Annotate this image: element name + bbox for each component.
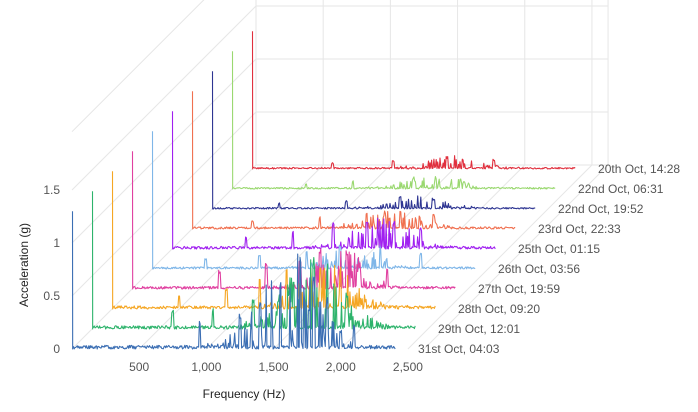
gridline-vertical: [423, 0, 609, 350]
gridline-horizontal: [71, 0, 205, 133]
x-tick-label: 500: [129, 360, 149, 374]
series-line: [91, 191, 416, 330]
series-label: 20th Oct, 14:28: [598, 162, 680, 176]
series-line: [111, 171, 436, 310]
y-tick-labels: 0 0.5 1 1.5: [43, 183, 60, 356]
series-line: [231, 51, 556, 190]
series-label: 29th Oct, 12:01: [438, 322, 520, 336]
series-label: 22nd Oct, 19:52: [558, 202, 644, 216]
y-tick-label: 1: [53, 236, 60, 250]
series-line: [71, 211, 396, 350]
x-tick-labels: 500 1,000 1,500 2,000 2,500: [129, 360, 423, 374]
x-tick-label: 2,000: [326, 360, 356, 374]
series-line: [191, 91, 516, 230]
series-label: 26th Oct, 03:56: [498, 262, 580, 276]
series-labels: 20th Oct, 14:28 22nd Oct, 06:31 22nd Oct, …: [418, 162, 680, 356]
y-axis-title: Acceleration (g): [17, 223, 31, 307]
series-label: 23rd Oct, 22:33: [538, 222, 621, 236]
x-tick-label: 2,500: [393, 360, 423, 374]
series-layer: [71, 31, 576, 350]
y-tick-label: 1.5: [43, 183, 60, 197]
series-label: 31st Oct, 04:03: [418, 342, 500, 356]
series-label: 25th Oct, 01:15: [518, 242, 600, 256]
series-label: 22nd Oct, 06:31: [578, 182, 664, 196]
gridline-vertical: [340, 0, 526, 350]
y-tick-label: 0.5: [43, 289, 60, 303]
gridline-vertical: [407, 0, 593, 350]
series-line: [171, 111, 496, 250]
y-tick-label: 0: [53, 342, 60, 356]
gridline-vertical: [138, 0, 324, 350]
series-line: [211, 71, 536, 210]
series-label: 28th Oct, 09:20: [458, 302, 540, 316]
x-tick-label: 1,500: [259, 360, 289, 374]
series-label: 27th Oct, 19:59: [478, 282, 560, 296]
x-axis-title: Frequency (Hz): [203, 387, 286, 401]
x-tick-label: 1,000: [191, 360, 221, 374]
series-line: [251, 31, 576, 170]
